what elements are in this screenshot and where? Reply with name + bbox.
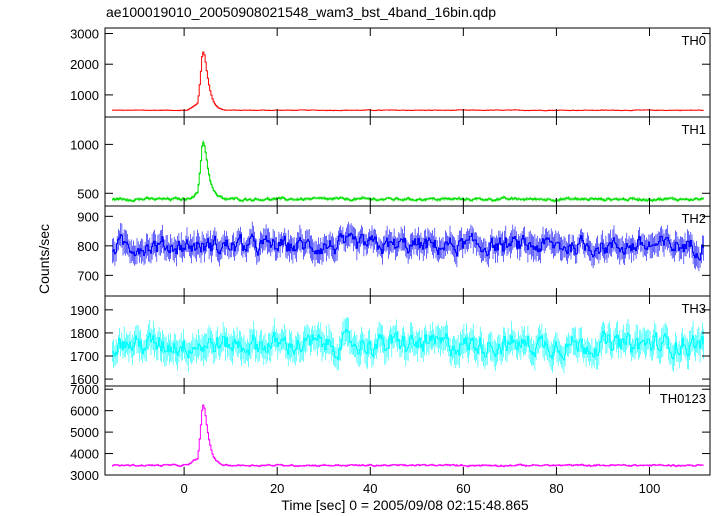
panel-label-th2: TH2: [681, 211, 706, 226]
y-tick-label: 4000: [70, 447, 99, 462]
line-th1: [112, 141, 704, 202]
panel-th0: 1000 2000 3000 TH0: [70, 27, 711, 118]
panel-label-th0: TH0: [681, 33, 706, 48]
y-tick-label: 2000: [70, 57, 99, 72]
line-th0: [112, 51, 704, 112]
panel-th1: 500 1000 TH1: [70, 116, 711, 207]
panel-th0123: 3000 4000 5000 6000 7000 TH0123: [70, 382, 711, 483]
y-tick-label: 3000: [70, 27, 99, 42]
panel-label-th3: TH3: [681, 301, 706, 316]
chart-title: ae100019010_20050908021548_wam3_bst_4ban…: [106, 4, 496, 20]
x-axis-label: Time [sec] 0 = 2005/09/08 02:15:48.865: [281, 497, 529, 513]
series-th1: [112, 140, 704, 203]
y-tick-label: 1000: [70, 137, 99, 152]
y-tick-label: 1600: [70, 372, 99, 387]
line-th0123: [112, 404, 703, 467]
y-tick-label: 6000: [70, 404, 99, 419]
y-tick-label: 900: [77, 209, 99, 224]
series-th2: [112, 221, 704, 272]
x-tick-label: 40: [363, 481, 377, 496]
series-th0123: [112, 404, 704, 468]
y-tick-label: 1700: [70, 349, 99, 364]
panel-th3: 1600 1700 1800 1900 TH3: [70, 295, 711, 387]
line-th2: [112, 232, 704, 261]
x-tick-label: 0: [180, 481, 187, 496]
x-tick-label: 60: [456, 481, 470, 496]
panel-th2: 700 800 900 TH2: [77, 205, 711, 297]
panel-label-th0123: TH0123: [660, 391, 706, 406]
y-tick-label: 500: [77, 186, 99, 201]
series-th3: [112, 316, 704, 374]
y-tick-label: 1800: [70, 326, 99, 341]
y-tick-label: 5000: [70, 425, 99, 440]
y-tick-label: 1900: [70, 303, 99, 318]
x-tick-label: 100: [639, 481, 661, 496]
x-tick-label: 80: [549, 481, 563, 496]
series-th0: [112, 51, 704, 112]
error-bars-th3: [112, 316, 704, 374]
panel-label-th1: TH1: [681, 122, 706, 137]
panel-frame: [104, 385, 711, 476]
y-tick-label: 700: [77, 268, 99, 283]
y-tick-label: 7000: [70, 382, 99, 397]
y-tick-label: 800: [77, 239, 99, 254]
x-tick-label: 20: [270, 481, 284, 496]
line-th3: [112, 329, 704, 361]
y-tick-label: 1000: [70, 88, 99, 103]
y-axis-label: Counts/sec: [36, 224, 52, 294]
panel-frame: [104, 27, 711, 118]
y-tick-label: 3000: [70, 468, 99, 483]
